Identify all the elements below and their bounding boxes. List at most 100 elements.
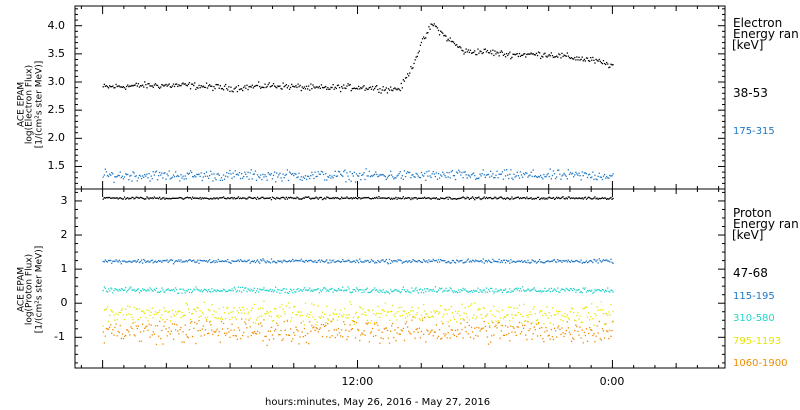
point-1-4: [411, 319, 413, 321]
point-1-4: [235, 335, 237, 337]
point-0-1: [138, 174, 141, 176]
point-1-4: [387, 337, 390, 339]
point-1-0: [399, 197, 401, 199]
point-0-1: [326, 179, 328, 181]
point-0-1: [385, 178, 387, 181]
point-1-2: [376, 289, 378, 291]
point-1-2: [446, 290, 448, 292]
point-1-3: [365, 314, 367, 317]
point-1-0: [380, 197, 382, 199]
point-0-1: [461, 171, 463, 174]
point-1-3: [331, 320, 333, 322]
point-1-1: [150, 260, 152, 262]
point-1-0: [303, 197, 306, 199]
point-0-0: [142, 84, 144, 86]
point-1-1: [164, 259, 166, 262]
point-1-0: [311, 197, 313, 200]
point-0-0: [260, 87, 262, 89]
point-1-1: [111, 262, 113, 264]
point-1-1: [379, 261, 381, 264]
point-0-0: [499, 51, 501, 54]
point-1-3: [464, 307, 466, 309]
point-1-4: [586, 340, 589, 342]
point-0-0: [540, 57, 542, 60]
point-0-0: [494, 50, 496, 52]
point-0-1: [219, 179, 221, 181]
point-1-0: [115, 197, 117, 199]
point-0-1: [403, 170, 406, 172]
point-1-4: [576, 325, 578, 328]
point-1-1: [534, 260, 536, 262]
point-1-0: [354, 196, 357, 199]
point-0-1: [338, 171, 341, 173]
point-1-0: [251, 197, 253, 199]
point-1-0: [574, 198, 576, 200]
point-1-4: [149, 336, 151, 338]
point-1-1: [432, 258, 434, 261]
point-0-0: [280, 87, 282, 90]
point-0-0: [482, 52, 484, 54]
point-1-3: [601, 309, 604, 311]
point-1-3: [245, 318, 247, 320]
point-1-2: [337, 288, 340, 290]
point-0-1: [104, 168, 106, 170]
point-1-0: [384, 197, 386, 199]
point-1-0: [180, 197, 182, 199]
point-1-4: [135, 325, 137, 327]
point-1-4: [109, 326, 111, 328]
point-1-2: [291, 289, 293, 292]
point-1-3: [269, 311, 271, 313]
point-1-0: [103, 197, 105, 199]
point-1-3: [612, 310, 614, 313]
point-1-3: [610, 303, 612, 306]
point-0-1: [441, 175, 443, 177]
point-1-1: [129, 260, 131, 262]
point-1-1: [159, 260, 161, 262]
point-0-0: [610, 63, 612, 65]
point-0-1: [335, 175, 337, 177]
point-0-0: [256, 84, 259, 87]
point-0-1: [332, 177, 334, 179]
point-0-0: [276, 87, 278, 89]
point-1-2: [518, 290, 521, 292]
point-1-1: [454, 262, 457, 264]
point-1-3: [249, 317, 251, 319]
point-1-0: [197, 197, 199, 199]
point-1-2: [579, 291, 581, 293]
point-0-1: [264, 174, 266, 176]
point-1-1: [499, 261, 501, 264]
point-1-0: [307, 196, 309, 198]
point-1-1: [266, 260, 268, 262]
point-1-0: [467, 197, 469, 199]
point-0-1: [585, 173, 588, 175]
point-1-3: [600, 301, 602, 303]
point-0-0: [489, 52, 491, 54]
point-1-3: [135, 308, 137, 310]
point-1-2: [529, 290, 531, 292]
point-0-1: [258, 176, 260, 178]
point-1-4: [302, 336, 304, 338]
point-1-2: [492, 290, 494, 292]
point-1-3: [239, 309, 242, 311]
point-1-3: [470, 303, 473, 305]
point-1-0: [584, 196, 586, 198]
point-1-4: [491, 335, 493, 337]
point-1-4: [354, 337, 357, 339]
point-1-1: [517, 260, 519, 262]
point-1-4: [546, 330, 548, 332]
point-1-2: [248, 289, 250, 291]
point-1-4: [550, 328, 552, 331]
point-0-1: [251, 178, 253, 180]
point-0-0: [106, 86, 109, 88]
point-0-0: [146, 87, 148, 89]
point-1-1: [580, 259, 582, 261]
point-1-0: [561, 196, 563, 199]
point-0-1: [607, 177, 609, 179]
point-1-0: [560, 197, 562, 200]
point-1-3: [155, 313, 158, 315]
point-1-1: [527, 259, 529, 261]
point-0-1: [502, 178, 505, 180]
point-0-0: [603, 62, 606, 65]
point-1-2: [266, 289, 268, 291]
point-1-3: [116, 319, 118, 321]
